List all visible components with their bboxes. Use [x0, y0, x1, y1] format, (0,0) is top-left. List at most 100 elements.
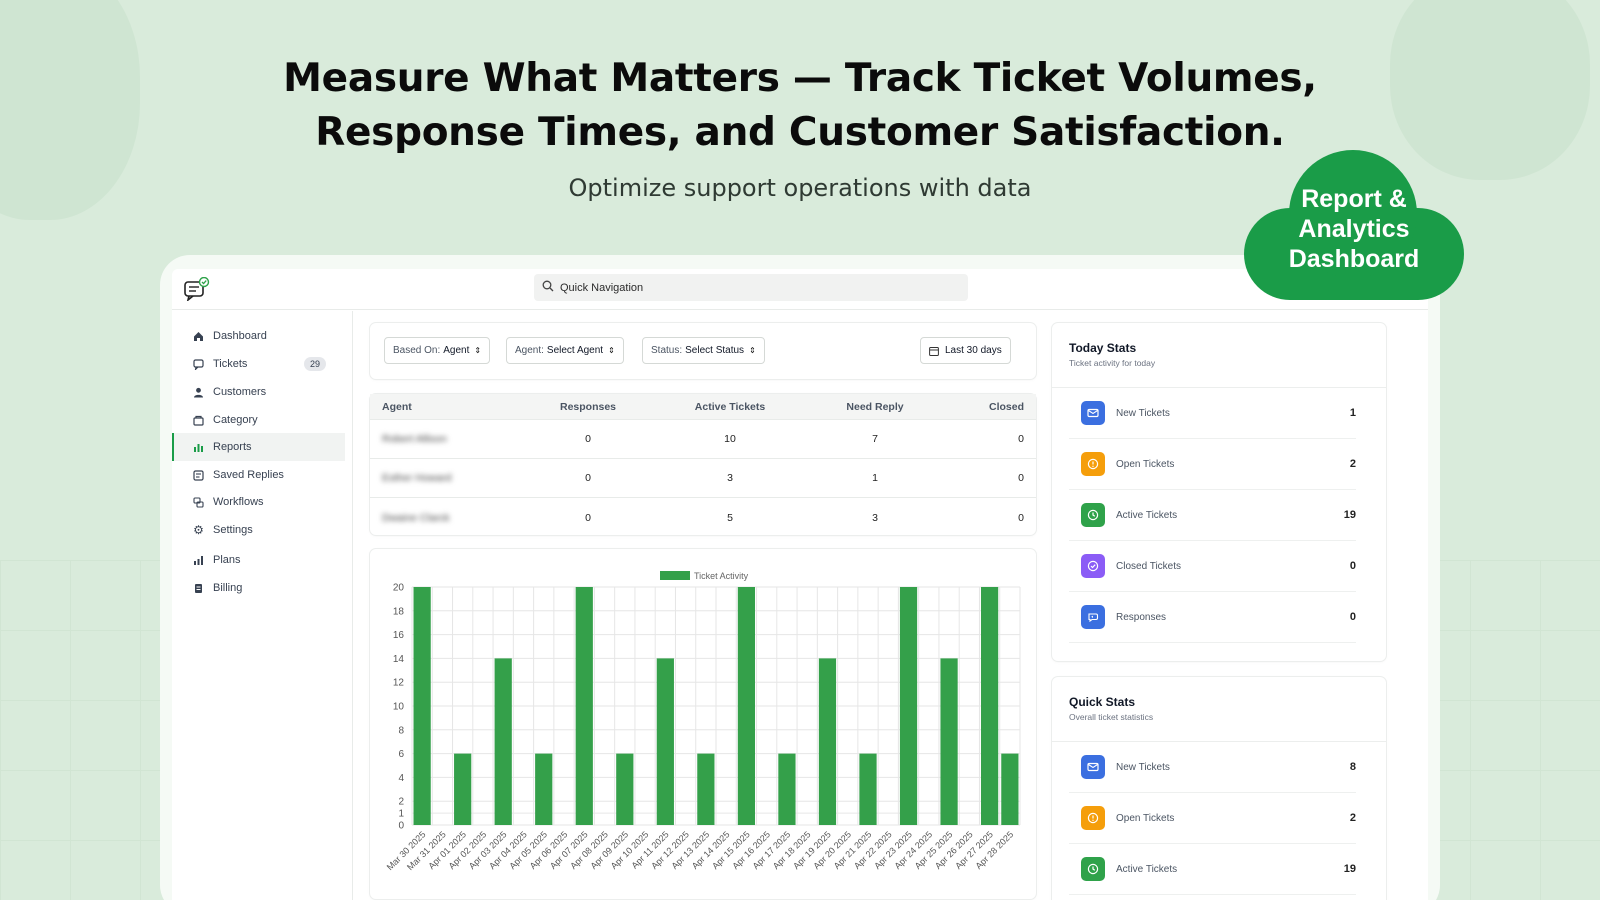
- sidebar-item-label: Reports: [213, 441, 252, 453]
- stat-label: Responses: [1116, 611, 1167, 623]
- stat-value: 2: [1349, 458, 1356, 470]
- stat-row: Open Tickets 2: [1069, 439, 1356, 490]
- agents-table: Agent Responses Active Tickets Need Repl…: [370, 394, 1036, 535]
- gear-icon: ⚙: [193, 522, 204, 537]
- today-stats-card: Today Stats Ticket activity for today Ne…: [1052, 323, 1386, 661]
- column-header-closed: Closed: [988, 400, 1024, 413]
- table-row[interactable]: Robert Allison 0 10 7 0: [370, 420, 1036, 459]
- sidebar-item-tickets[interactable]: Tickets 29: [172, 350, 345, 378]
- stat-value: 0: [1349, 611, 1356, 623]
- sidebar-item-workflows[interactable]: Workflows: [172, 488, 345, 516]
- bar: [535, 753, 553, 825]
- search-placeholder: Quick Navigation: [560, 281, 644, 294]
- sidebar-item-billing[interactable]: Billing: [172, 574, 345, 602]
- table-row[interactable]: Dwaine Clarck 0 5 3 0: [370, 498, 1036, 537]
- sidebar-item-customers[interactable]: Customers: [172, 378, 345, 406]
- bar: [859, 753, 877, 825]
- sidebar-item-reports[interactable]: Reports: [172, 433, 345, 461]
- agent-name: Dwaine Clarck: [382, 511, 450, 524]
- bar: [454, 753, 472, 825]
- responses-value: 0: [585, 433, 591, 445]
- bar: [616, 753, 634, 825]
- sidebar-item-label: Settings: [213, 524, 253, 536]
- sidebar-item-settings[interactable]: ⚙ Settings: [172, 516, 345, 544]
- column-header-active-tickets: Active Tickets: [694, 400, 766, 413]
- tickets-count-badge: 29: [303, 357, 326, 371]
- plans-icon: [193, 555, 204, 566]
- bar: [737, 587, 756, 825]
- stat-value: 19: [1343, 863, 1356, 875]
- sidebar-item-dashboard[interactable]: Dashboard: [172, 322, 345, 350]
- stat-row: Closed Tickets 0: [1069, 541, 1356, 592]
- bar: [656, 658, 674, 825]
- column-header-agent: Agent: [382, 400, 412, 413]
- workflow-icon: [193, 496, 204, 508]
- stat-label: Open Tickets: [1116, 458, 1175, 470]
- stat-value: 0: [1349, 560, 1356, 572]
- y-tick-label: 16: [393, 630, 405, 641]
- stat-row: Responses 0: [1069, 592, 1356, 643]
- calendar-icon: [929, 346, 939, 356]
- need-reply-value: 7: [872, 433, 878, 445]
- bar: [899, 587, 918, 825]
- responses-value: 0: [585, 511, 591, 524]
- legend-label: Ticket Activity: [694, 571, 749, 581]
- stat-row: New Tickets 1: [1069, 388, 1356, 439]
- bar: [1001, 753, 1019, 825]
- closed-value: 0: [1018, 433, 1024, 445]
- stat-value: 19: [1343, 509, 1356, 521]
- stat-row: New Tickets 8: [1069, 742, 1356, 793]
- y-tick-label: 4: [398, 773, 404, 784]
- sidebar-item-saved-replies[interactable]: Saved Replies: [172, 461, 345, 489]
- ticket-activity-chart-card: 0 1 2 4 6 8 10 12 14 16 18 20 Mar 30 2025 Mar 31 2025…: [370, 549, 1036, 899]
- agent-name: Robert Allison: [382, 433, 447, 445]
- bar: [778, 753, 796, 825]
- stat-row: Active Tickets 19: [1069, 844, 1356, 895]
- topbar: Quick Navigation: [172, 269, 1428, 310]
- quick-stats-subtitle: Overall ticket statistics: [1069, 712, 1154, 722]
- search-icon: [542, 280, 554, 295]
- quick-stats-header: Quick Stats Overall ticket statistics: [1052, 677, 1386, 742]
- closed-value: 0: [1018, 511, 1024, 524]
- stat-label: Active Tickets: [1116, 863, 1178, 875]
- clock-icon: [1081, 503, 1105, 527]
- report-filters: Based On: Agent ⇕ Agent: Select Agent ⇕ …: [370, 323, 1036, 379]
- check-circle-icon: [1081, 554, 1105, 578]
- y-tick-label: 10: [393, 702, 405, 713]
- y-tick-label: 12: [393, 678, 405, 689]
- clock-icon: [1081, 857, 1105, 881]
- quick-navigation-search[interactable]: Quick Navigation: [534, 274, 968, 301]
- status-select[interactable]: Status: Select Status ⇕: [642, 337, 765, 364]
- y-tick-label: 18: [393, 606, 405, 617]
- based-on-value: Agent: [443, 345, 470, 356]
- chat-icon: [193, 358, 204, 370]
- stat-value: 1: [1349, 407, 1356, 419]
- hero-title-line-2: Response Times, and Customer Satisfactio…: [315, 110, 1285, 155]
- stat-label: Open Tickets: [1116, 812, 1175, 824]
- need-reply-value: 1: [872, 472, 878, 484]
- agent-select[interactable]: Agent: Select Agent ⇕: [506, 337, 624, 364]
- responses-value: 0: [585, 472, 591, 484]
- based-on-select[interactable]: Based On: Agent ⇕: [384, 337, 491, 364]
- y-tick-label: 14: [393, 654, 405, 665]
- sidebar-item-plans[interactable]: Plans: [172, 546, 345, 574]
- app-logo-icon[interactable]: [184, 276, 210, 303]
- table-header: Agent Responses Active Tickets Need Repl…: [370, 394, 1036, 420]
- app-window: Quick Navigation Dashboard Tickets 29 Cu…: [160, 255, 1440, 900]
- mail-icon: [1081, 401, 1105, 425]
- y-tick-label: 1: [398, 809, 404, 820]
- hero-subtitle: Optimize support operations with data: [568, 174, 1032, 202]
- badge-cloud-top: [1289, 150, 1417, 278]
- badge-line-3: Dashboard: [1288, 245, 1420, 273]
- hero: Measure What Matters — Track Ticket Volu…: [0, 52, 1600, 202]
- reply-icon: [1081, 605, 1105, 629]
- user-icon: [193, 387, 204, 398]
- sidebar-item-category[interactable]: Category: [172, 406, 345, 434]
- table-row[interactable]: Esther Howard 0 3 1 0: [370, 459, 1036, 498]
- badge-line-2: Analytics: [1298, 215, 1410, 243]
- stat-row: Open Tickets 2: [1069, 793, 1356, 844]
- date-range-button[interactable]: Last 30 days: [920, 337, 1011, 364]
- active-tickets-value: 10: [724, 433, 736, 445]
- y-tick-label: 2: [398, 797, 404, 808]
